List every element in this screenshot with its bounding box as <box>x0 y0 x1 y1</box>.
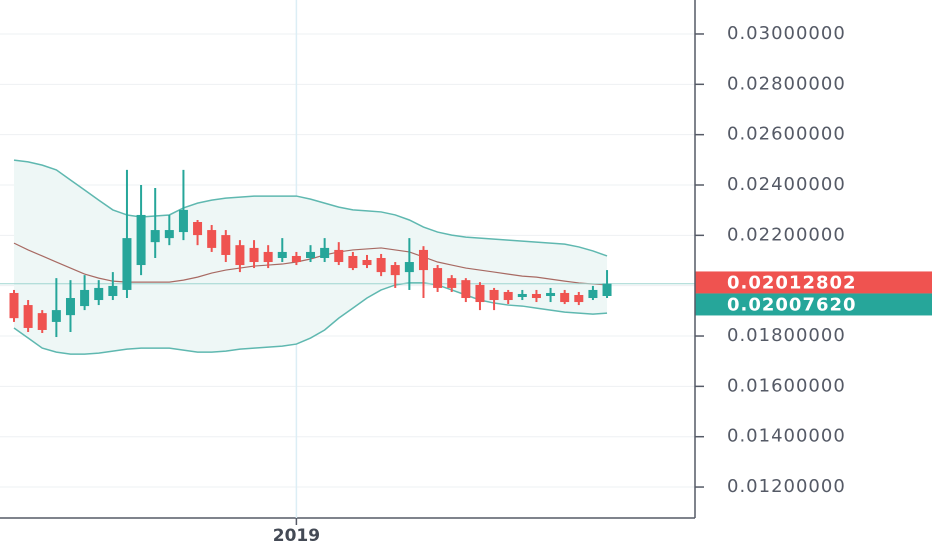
candle-body <box>334 249 344 263</box>
candle-body <box>108 285 118 296</box>
candle-body <box>362 260 372 266</box>
price-label-box <box>695 271 932 294</box>
candle-body <box>164 230 174 239</box>
candle-body <box>291 255 301 263</box>
x-tick-label: 2019 <box>273 526 320 546</box>
y-tick-label: 0.01200000 <box>727 476 846 497</box>
candle-body <box>475 284 485 303</box>
candle-body <box>37 313 47 330</box>
candle-body <box>560 292 570 303</box>
candle-body <box>447 278 457 288</box>
price-label-box <box>695 293 932 316</box>
price-label: 0.02012802 <box>727 272 857 293</box>
candle-body <box>23 305 33 328</box>
y-tick-label: 0.01400000 <box>727 426 846 447</box>
candle-body <box>390 265 400 276</box>
candle-body <box>207 230 217 248</box>
candle-body <box>503 291 513 301</box>
candle-body <box>9 292 19 319</box>
candle-body <box>150 230 160 243</box>
band-lower <box>13 282 608 355</box>
candle-body <box>546 292 556 296</box>
candle-body <box>489 289 499 301</box>
candle-body <box>531 293 541 299</box>
candle-body <box>80 289 90 307</box>
candle-body <box>404 262 414 273</box>
candle-body <box>517 293 527 298</box>
candle-body <box>461 280 471 299</box>
candle-body <box>65 298 75 316</box>
y-tick-label: 0.02400000 <box>727 174 846 195</box>
candle-body <box>277 251 287 258</box>
candle-body <box>122 238 132 290</box>
y-tick-label: 0.02600000 <box>727 124 846 145</box>
candle-body <box>320 247 330 258</box>
price-label: 0.02007620 <box>727 294 857 315</box>
candle-body <box>51 310 61 322</box>
y-tick-label: 0.01600000 <box>727 375 846 396</box>
y-tick-label: 0.03000000 <box>727 23 846 44</box>
candle-body <box>193 222 203 236</box>
candle-body <box>249 247 259 263</box>
y-tick-label: 0.01800000 <box>727 325 846 346</box>
candle-body <box>376 257 386 273</box>
candle-body <box>574 294 584 303</box>
y-tick-label: 0.02200000 <box>727 224 846 245</box>
candle-body <box>418 249 428 271</box>
candle-body <box>235 245 245 266</box>
candle-body <box>263 251 273 263</box>
candle-body <box>602 283 612 296</box>
candle-body <box>588 289 598 299</box>
candle-body <box>94 287 104 301</box>
band-upper <box>13 159 608 257</box>
y-tick-label: 0.02800000 <box>727 73 846 94</box>
candle-body <box>136 214 146 266</box>
candle-body <box>433 268 443 288</box>
candle-body <box>221 235 231 255</box>
candle-body <box>178 209 188 233</box>
candle-body <box>348 255 358 269</box>
candle-body <box>306 251 316 258</box>
